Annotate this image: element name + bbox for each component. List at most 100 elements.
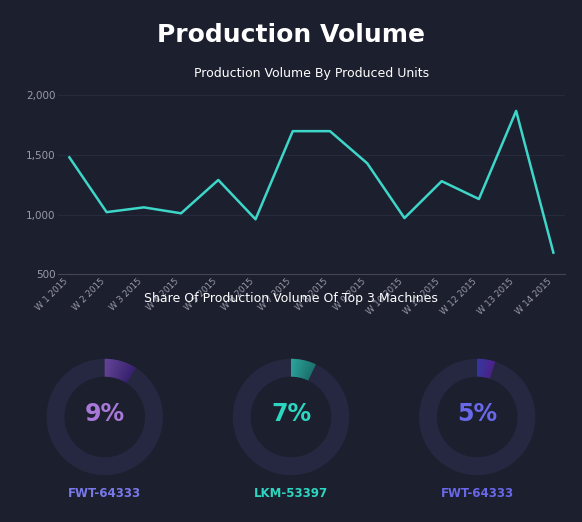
Polygon shape bbox=[308, 364, 316, 381]
Polygon shape bbox=[294, 359, 297, 377]
Polygon shape bbox=[105, 359, 107, 377]
Polygon shape bbox=[306, 363, 314, 381]
Polygon shape bbox=[486, 360, 491, 378]
Polygon shape bbox=[111, 359, 113, 378]
Polygon shape bbox=[299, 360, 304, 378]
Text: FWT-64333: FWT-64333 bbox=[68, 488, 141, 500]
Polygon shape bbox=[488, 361, 493, 379]
Polygon shape bbox=[113, 360, 118, 378]
Polygon shape bbox=[125, 367, 136, 383]
Polygon shape bbox=[487, 360, 491, 378]
Polygon shape bbox=[109, 359, 112, 378]
Polygon shape bbox=[109, 359, 112, 378]
Polygon shape bbox=[298, 360, 301, 378]
Polygon shape bbox=[483, 360, 487, 378]
Polygon shape bbox=[124, 366, 133, 383]
Polygon shape bbox=[292, 359, 293, 377]
Polygon shape bbox=[306, 363, 313, 380]
Polygon shape bbox=[117, 362, 123, 379]
Polygon shape bbox=[299, 360, 303, 378]
Polygon shape bbox=[481, 359, 482, 377]
Polygon shape bbox=[297, 360, 301, 378]
Polygon shape bbox=[118, 362, 124, 379]
Polygon shape bbox=[487, 361, 492, 379]
Polygon shape bbox=[47, 359, 163, 475]
Polygon shape bbox=[304, 362, 311, 380]
Polygon shape bbox=[484, 360, 488, 378]
Polygon shape bbox=[485, 360, 489, 378]
Polygon shape bbox=[482, 359, 484, 378]
Polygon shape bbox=[482, 359, 485, 378]
Polygon shape bbox=[307, 364, 315, 381]
Polygon shape bbox=[482, 359, 485, 378]
Polygon shape bbox=[293, 359, 294, 377]
Circle shape bbox=[251, 377, 331, 457]
Polygon shape bbox=[112, 360, 116, 378]
Polygon shape bbox=[488, 361, 493, 379]
Polygon shape bbox=[485, 360, 489, 378]
Polygon shape bbox=[119, 363, 126, 380]
Text: 7%: 7% bbox=[271, 402, 311, 426]
Polygon shape bbox=[304, 362, 310, 379]
Polygon shape bbox=[489, 361, 495, 379]
Polygon shape bbox=[479, 359, 480, 377]
Text: 5%: 5% bbox=[457, 402, 497, 426]
Text: 9%: 9% bbox=[85, 402, 125, 426]
Circle shape bbox=[65, 377, 144, 457]
Polygon shape bbox=[292, 359, 293, 377]
Polygon shape bbox=[480, 359, 481, 377]
Polygon shape bbox=[478, 359, 480, 377]
Polygon shape bbox=[114, 360, 119, 378]
Polygon shape bbox=[114, 361, 119, 378]
Polygon shape bbox=[301, 361, 306, 379]
Polygon shape bbox=[297, 360, 300, 378]
Polygon shape bbox=[113, 360, 118, 378]
Polygon shape bbox=[299, 360, 303, 378]
Polygon shape bbox=[484, 360, 487, 378]
Polygon shape bbox=[307, 364, 315, 381]
Polygon shape bbox=[293, 359, 295, 377]
Polygon shape bbox=[125, 366, 134, 383]
Polygon shape bbox=[124, 366, 134, 383]
Polygon shape bbox=[479, 359, 480, 377]
Polygon shape bbox=[480, 359, 482, 377]
Polygon shape bbox=[484, 360, 488, 378]
Polygon shape bbox=[125, 367, 134, 383]
Polygon shape bbox=[487, 361, 491, 378]
Polygon shape bbox=[120, 364, 129, 381]
Polygon shape bbox=[294, 359, 296, 377]
Polygon shape bbox=[303, 361, 308, 379]
Polygon shape bbox=[113, 360, 118, 378]
Polygon shape bbox=[299, 360, 303, 378]
Polygon shape bbox=[116, 361, 122, 379]
Polygon shape bbox=[483, 360, 486, 378]
Polygon shape bbox=[296, 359, 299, 378]
Polygon shape bbox=[111, 360, 115, 378]
Polygon shape bbox=[296, 359, 298, 378]
Polygon shape bbox=[297, 360, 301, 378]
Polygon shape bbox=[294, 359, 297, 377]
Polygon shape bbox=[485, 360, 490, 378]
Polygon shape bbox=[120, 363, 127, 381]
Polygon shape bbox=[117, 362, 123, 379]
Polygon shape bbox=[125, 367, 135, 383]
Polygon shape bbox=[478, 359, 479, 377]
Polygon shape bbox=[116, 361, 123, 379]
Polygon shape bbox=[481, 359, 483, 377]
Polygon shape bbox=[480, 359, 482, 377]
Polygon shape bbox=[107, 359, 109, 377]
Polygon shape bbox=[303, 362, 310, 379]
Polygon shape bbox=[115, 361, 120, 379]
Polygon shape bbox=[111, 360, 115, 378]
Polygon shape bbox=[292, 359, 293, 377]
Polygon shape bbox=[300, 360, 304, 378]
Polygon shape bbox=[118, 362, 125, 380]
Polygon shape bbox=[481, 359, 484, 378]
Polygon shape bbox=[293, 359, 294, 377]
Polygon shape bbox=[480, 359, 481, 377]
Polygon shape bbox=[487, 361, 492, 378]
Polygon shape bbox=[123, 365, 132, 382]
Polygon shape bbox=[481, 359, 484, 377]
Polygon shape bbox=[478, 359, 479, 377]
Polygon shape bbox=[115, 361, 121, 379]
